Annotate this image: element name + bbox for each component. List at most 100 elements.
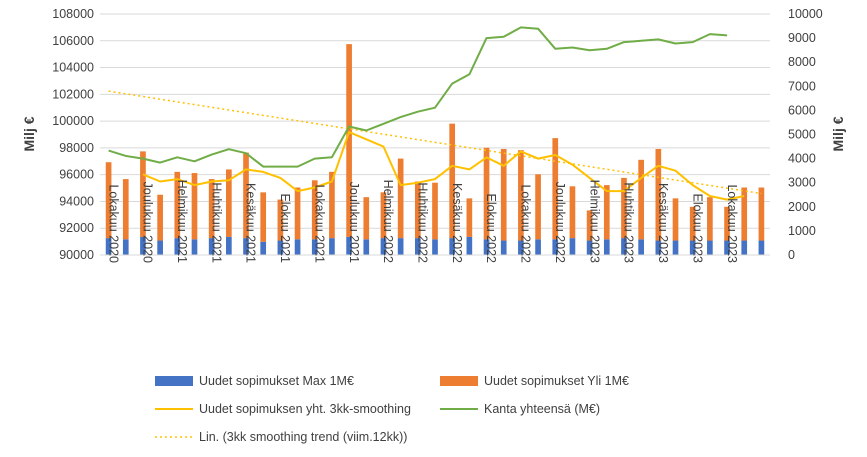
x-tick-label: Helmikuu 2022 [381, 180, 395, 263]
bar-max-1m [500, 240, 507, 255]
bar-max-1m [294, 239, 301, 255]
legend-label: Kanta yhteensä (M€) [484, 402, 600, 416]
smoothing-line [142, 131, 745, 201]
bar-max-1m [140, 236, 146, 255]
x-tick-label: Joulukuu 2020 [141, 182, 155, 263]
bar-max-1m [569, 238, 576, 255]
bar-over-1m [500, 148, 507, 241]
bar-over-1m [277, 199, 284, 241]
bar-max-1m [243, 238, 249, 255]
x-tick-label: Elokuu 2023 [690, 193, 704, 263]
bar-max-1m [483, 239, 490, 255]
x-tick-label: Elokuu 2022 [484, 193, 498, 263]
left-tick-label: 98000 [59, 141, 94, 155]
bar-over-1m [140, 151, 146, 237]
bar-over-1m [518, 150, 524, 241]
bar-over-1m [672, 198, 679, 241]
bar-max-1m [449, 238, 456, 255]
bar-max-1m [105, 238, 112, 255]
bar-max-1m [689, 240, 696, 255]
bar-max-1m [157, 240, 163, 255]
left-tick-label: 96000 [59, 168, 94, 182]
right-tick-label: 3000 [788, 176, 816, 190]
bar-over-1m [226, 169, 232, 237]
stock-total-line [108, 26, 728, 168]
bar-max-1m [707, 240, 713, 255]
right-tick-label: 7000 [788, 79, 816, 93]
bar-over-1m [329, 171, 335, 239]
bar-max-1m [208, 238, 215, 255]
bar-over-1m [397, 158, 404, 239]
bar-over-1m [707, 197, 713, 241]
bar-max-1m [552, 239, 559, 255]
bar-over-1m [638, 159, 644, 240]
legend: Uudet sopimukset Max 1M€ Uudet sopimukset… [155, 374, 629, 444]
bar-max-1m [174, 238, 181, 255]
series-lines [108, 26, 762, 201]
bar-over-1m [191, 173, 198, 240]
x-tick-label: Huhtikuu 2022 [416, 182, 430, 263]
bar-max-1m [741, 240, 748, 255]
bar-over-1m [552, 138, 559, 240]
x-tick-label: Lokakuu 2023 [725, 184, 739, 263]
legend-swatch [155, 376, 193, 386]
bar-over-1m [603, 185, 610, 240]
left-tick-label: 102000 [52, 87, 94, 101]
trend-line [108, 90, 762, 195]
left-tick-label: 106000 [52, 34, 94, 48]
bar-over-1m [432, 182, 438, 240]
left-tick-label: 100000 [52, 114, 94, 128]
legend-label: Uudet sopimukset Yli 1M€ [484, 374, 629, 388]
bar-over-1m [380, 192, 387, 239]
x-tick-label: Elokuu 2021 [278, 193, 292, 263]
bar-over-1m [449, 123, 456, 239]
bar-over-1m [157, 194, 163, 241]
right-tick-label: 5000 [788, 128, 816, 142]
right-tick-label: 4000 [788, 152, 816, 166]
right-axis: 0 1000 2000 3000 4000 5000 6000 7000 8000 9000 100… [788, 7, 823, 262]
right-axis-title: Milj € [830, 116, 846, 151]
bar-over-1m [466, 198, 473, 237]
bar-over-1m [689, 206, 696, 241]
bar-over-1m [174, 171, 181, 239]
x-tick-label: Lokakuu 2021 [312, 184, 326, 263]
bar-max-1m [672, 240, 679, 255]
bar-max-1m [432, 239, 438, 255]
x-tick-label: Joulukuu 2022 [553, 182, 567, 263]
legend-label: Uudet sopimukset Max 1M€ [199, 374, 354, 388]
right-tick-label: 2000 [788, 200, 816, 214]
right-tick-label: 0 [788, 248, 795, 262]
bar-max-1m [603, 239, 610, 255]
bar-over-1m [621, 177, 627, 239]
bar-max-1m [380, 238, 387, 255]
bar-over-1m [294, 187, 301, 240]
bar-over-1m [346, 44, 352, 237]
legend-label: Lin. (3kk smoothing trend (viim.12kk)) [199, 430, 407, 444]
bar-max-1m [122, 239, 129, 255]
legend-swatch [440, 376, 478, 386]
bar-max-1m [621, 238, 627, 255]
x-tick-label: Helmikuu 2021 [175, 180, 189, 263]
bar-over-1m [655, 148, 662, 241]
bar-over-1m [363, 197, 370, 240]
bar-max-1m [329, 238, 335, 255]
bar-over-1m [260, 192, 267, 242]
bar-max-1m [655, 240, 662, 255]
left-axis: 90000 92000 94000 96000 98000 100000 102000 104… [52, 7, 94, 262]
legend-label: Uudet sopimuksen yht. 3kk-smoothing [199, 402, 411, 416]
bar-over-1m [122, 179, 129, 240]
left-tick-label: 104000 [52, 61, 94, 75]
bar-max-1m [397, 238, 404, 255]
right-tick-label: 6000 [788, 103, 816, 117]
bar-over-1m [758, 187, 765, 241]
x-tick-label: Helmikuu 2023 [587, 180, 601, 263]
x-tick-label: Kesäkuu 2021 [244, 183, 258, 263]
bar-max-1m [260, 241, 267, 255]
bar-max-1m [724, 240, 730, 255]
bar-max-1m [363, 239, 370, 255]
bar-max-1m [638, 239, 644, 255]
right-tick-label: 1000 [788, 224, 816, 238]
bar-max-1m [466, 236, 473, 255]
right-tick-label: 9000 [788, 31, 816, 45]
left-tick-label: 108000 [52, 7, 94, 21]
